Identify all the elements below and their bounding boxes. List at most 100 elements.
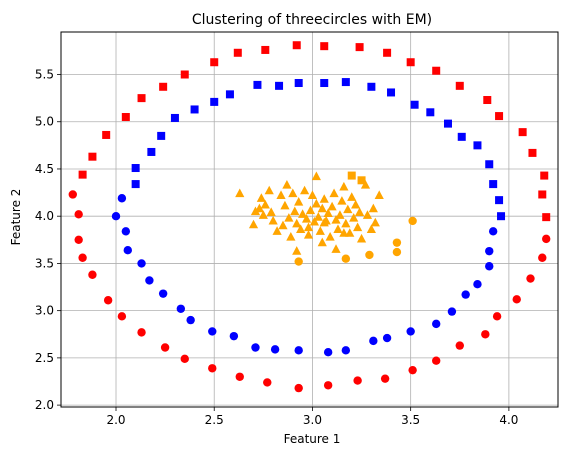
y-axis-label: Feature 2 (9, 189, 23, 246)
square-marker (347, 171, 356, 180)
circle-marker (382, 333, 392, 343)
triangle-marker (315, 226, 325, 235)
circle-marker (341, 254, 351, 263)
y-tick-label: 3.0 (35, 304, 54, 318)
triangle-marker (250, 206, 261, 216)
circle-marker (117, 312, 127, 321)
square-marker (432, 66, 441, 75)
square-marker (387, 88, 396, 97)
circle-marker (323, 381, 333, 390)
x-tick-label: 3.5 (401, 413, 420, 427)
triangle-marker (313, 212, 323, 221)
square-marker (383, 48, 392, 57)
circle-marker (485, 246, 494, 256)
triangle-marker (335, 210, 345, 219)
triangle-marker (339, 228, 349, 237)
square-marker (180, 70, 189, 79)
circle-marker (111, 211, 121, 221)
circle-marker (103, 296, 113, 305)
square-marker (275, 81, 284, 90)
circle-marker (512, 295, 521, 304)
square-marker (159, 82, 168, 91)
triangle-marker (319, 194, 329, 203)
square-marker (261, 45, 270, 54)
triangle-marker (309, 216, 320, 226)
circle-marker (392, 238, 402, 247)
triangle-marker (299, 185, 310, 195)
circle-marker (208, 364, 217, 373)
triangle-marker (374, 190, 384, 200)
circle-marker (365, 250, 374, 260)
circle-marker (208, 327, 217, 336)
x-tick-label: 4.0 (499, 413, 518, 427)
square-marker (528, 148, 537, 157)
circle-marker (78, 253, 87, 262)
triangle-marker (368, 203, 378, 213)
triangle-marker (317, 203, 327, 213)
circle-marker (294, 346, 303, 355)
square-marker (542, 213, 551, 222)
circle-marker (323, 348, 333, 357)
triangle-marker (311, 198, 321, 208)
triangle-marker (360, 180, 371, 189)
triangle-marker (362, 210, 373, 219)
triangle-marker (341, 218, 351, 228)
square-marker (190, 105, 199, 114)
circle-marker (432, 319, 441, 329)
circle-marker (294, 383, 303, 393)
triangle-marker (319, 217, 329, 227)
triangle-marker (353, 222, 363, 232)
triangle-marker (351, 199, 361, 209)
circle-marker (137, 259, 146, 268)
square-marker (225, 90, 234, 99)
circle-marker (492, 312, 502, 321)
circle-marker (526, 274, 535, 283)
y-tick-label: 4.0 (35, 209, 54, 223)
square-marker (473, 141, 482, 150)
square-marker (495, 112, 504, 121)
circle-marker (392, 247, 402, 257)
triangle-marker (366, 224, 376, 234)
circle-marker (74, 210, 83, 219)
square-marker (102, 130, 111, 139)
square-marker (495, 196, 504, 205)
square-marker (147, 147, 156, 156)
circle-marker (408, 365, 417, 375)
triangle-marker (323, 208, 333, 217)
triangle-marker (278, 220, 288, 230)
circle-marker (176, 304, 186, 313)
triangle-marker (292, 246, 302, 255)
triangle-marker (301, 214, 312, 223)
triangle-marker (292, 218, 302, 228)
triangle-marker (347, 192, 357, 201)
y-tick-label: 5.0 (35, 115, 54, 129)
square-marker (170, 113, 179, 122)
y-tick-label: 2.5 (35, 351, 54, 365)
circle-marker (406, 327, 415, 336)
triangle-marker (339, 181, 349, 191)
square-marker (292, 41, 301, 50)
triangle-marker (284, 213, 294, 222)
plot-frame (60, 31, 559, 408)
circle-marker (432, 356, 441, 365)
triangle-marker (235, 188, 245, 198)
square-marker (210, 58, 219, 67)
triangle-marker (329, 188, 339, 198)
square-marker (131, 164, 140, 173)
triangle-marker (349, 213, 359, 222)
square-marker (518, 128, 527, 137)
circle-marker (160, 343, 170, 352)
triangle-marker (264, 185, 274, 195)
circle-marker (263, 378, 272, 387)
y-tick-label: 5.5 (35, 68, 54, 82)
square-marker (485, 160, 494, 169)
circle-marker (341, 346, 351, 355)
x-tick-label: 3.0 (303, 413, 322, 427)
triangle-marker (327, 201, 337, 211)
square-marker (443, 119, 452, 128)
circle-marker (186, 315, 195, 325)
triangle-marker (276, 190, 286, 200)
triangle-marker (354, 207, 365, 217)
square-marker (78, 170, 87, 179)
